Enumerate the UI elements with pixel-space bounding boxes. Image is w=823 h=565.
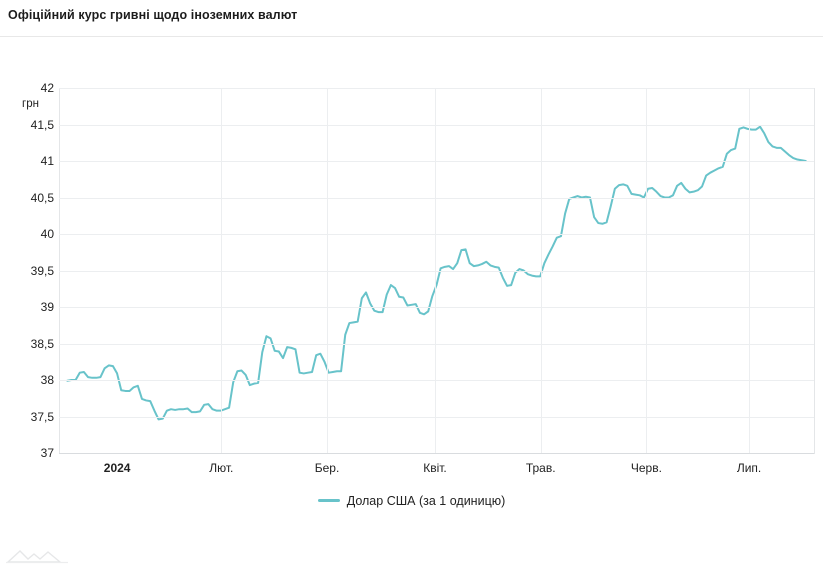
y-tick-label: 39,5 [30,263,54,278]
y-tick-label: 37,5 [30,409,54,424]
y-tick-label: 40,5 [30,190,54,205]
y-tick-label: 41 [40,154,54,168]
y-tick-label: 42 [40,81,54,95]
gridline-horizontal [59,88,814,89]
x-tick-label: Бер. [314,461,340,475]
gridline-horizontal [59,124,814,126]
y-axis-unit-label: грн [22,98,39,110]
y-tick-label: 38,5 [30,336,54,351]
legend-item-usd[interactable]: Долар США (за 1 одиницю) [317,493,506,508]
plot-region [59,88,814,454]
gridline-horizontal [59,453,814,454]
page-title: Офіційний курс гривні щодо іноземних вал… [8,8,298,22]
title-divider [0,36,823,37]
y-tick-label: 40 [40,227,54,241]
gridline-horizontal [59,416,814,418]
gridline-vertical [435,88,436,453]
x-tick-label: Черв. [630,461,662,475]
y-tick-label: 38 [40,373,54,387]
gridline-horizontal [59,343,814,345]
chart-legend: Долар США (за 1 одиницю) [0,489,823,508]
series-path-usd [67,127,805,420]
x-tick-label: Лют. [209,461,234,475]
gridline-horizontal [59,234,814,235]
chart-container: грн 37 37,5 38 38,5 39 39,5 40 40,5 41 41,5 42 202… [0,37,823,564]
y-tick-label: 39 [40,300,54,314]
y-axis-labels: 37 37,5 38 38,5 39 39,5 40 40,5 41 41,5 42 [0,37,54,532]
legend-label-usd: Долар США (за 1 одиницю) [346,493,506,508]
gridline-vertical [221,88,222,453]
gridline-vertical [646,88,647,453]
gridline-horizontal [59,307,814,308]
y-tick-label: 41,5 [30,117,54,132]
gridline-horizontal [59,197,814,199]
gridline-vertical [327,88,328,453]
legend-swatch-usd [317,499,340,502]
x-tick-label: 2024 [103,461,131,475]
gridline-vertical [749,88,750,453]
mountain-logo-watermark [6,550,68,564]
x-tick-label: Квіт. [423,461,447,475]
y-tick-label: 37 [40,446,54,460]
x-axis-labels: 2024 Лют. Бер. Квіт. Трав. Черв. Лип. [59,461,814,483]
x-tick-label: Трав. [525,461,556,475]
gridline-horizontal [59,380,814,381]
gridline-horizontal [59,161,814,162]
gridline-vertical [541,88,542,453]
x-tick-label: Лип. [736,461,762,475]
series-line-usd [59,88,814,453]
gridline-horizontal [59,270,814,272]
plot-right-border [814,88,815,454]
